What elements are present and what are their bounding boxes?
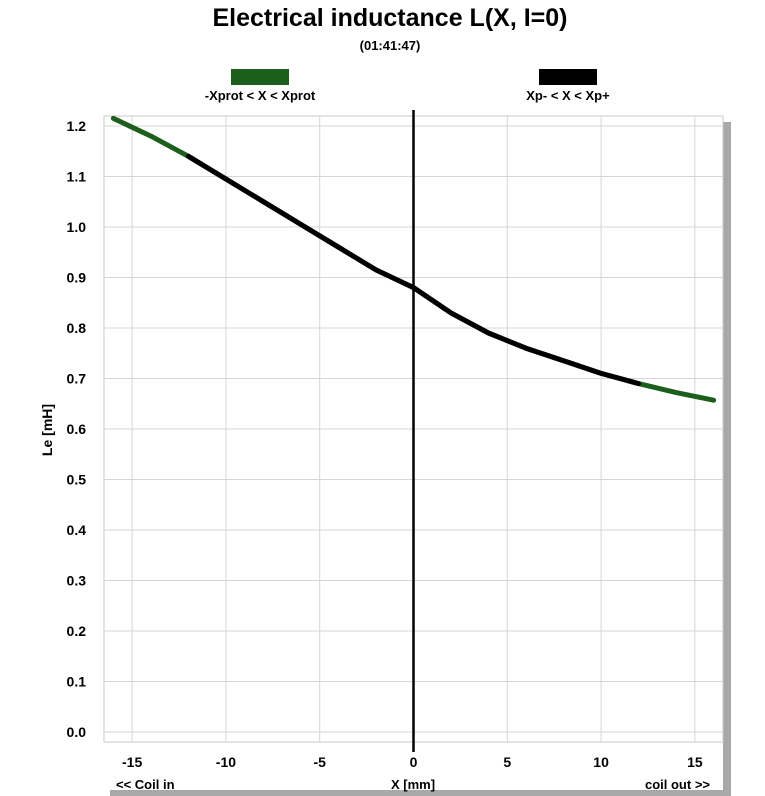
plot-shadow-bottom xyxy=(110,790,729,796)
x-tick-label: -5 xyxy=(313,754,326,770)
x-tick-label: -15 xyxy=(122,754,142,770)
y-tick-label: 0.5 xyxy=(67,472,87,488)
y-tick-labels: 0.0 0.1 0.2 0.3 0.4 0.5 0.6 0.7 0.8 0.9 1.0 1.1 1.2 xyxy=(67,118,87,740)
y-tick-label: 0.6 xyxy=(67,421,87,437)
chart-subtitle: (01:41:47) xyxy=(359,38,421,53)
x-tick-label: 10 xyxy=(593,754,609,770)
y-tick-label: 0.2 xyxy=(67,623,87,639)
plot-shadow-right xyxy=(723,122,731,796)
x-tick-labels: -15 -10 -5 0 5 10 15 xyxy=(122,754,703,770)
legend-item-xprot: -Xprot < X < Xprot xyxy=(170,69,350,103)
legend-swatch-xp xyxy=(539,69,597,85)
y-tick-label: 0.4 xyxy=(67,522,87,538)
y-tick-label: 0.0 xyxy=(67,724,87,740)
y-tick-label: 0.1 xyxy=(67,674,87,690)
x-axis-label: X [mm] xyxy=(391,777,435,792)
x-tick-label: -10 xyxy=(216,754,236,770)
x-tick-label: 0 xyxy=(410,754,418,770)
legend-item-xp: Xp- < X < Xp+ xyxy=(478,69,658,103)
x-left-note: << Coil in xyxy=(116,777,175,792)
y-tick-label: 0.9 xyxy=(67,270,87,286)
x-right-note: coil out >> xyxy=(645,777,710,792)
y-tick-label: 0.8 xyxy=(67,320,87,336)
legend-swatch-xprot xyxy=(231,69,289,85)
y-tick-label: 0.7 xyxy=(67,371,87,387)
y-tick-label: 1.1 xyxy=(67,169,87,185)
y-tick-label: 0.3 xyxy=(67,573,87,589)
x-tick-label: 15 xyxy=(687,754,703,770)
legend-label-xprot: -Xprot < X < Xprot xyxy=(204,88,316,103)
y-tick-label: 1.2 xyxy=(67,118,87,134)
y-tick-label: 1.0 xyxy=(67,219,87,235)
y-axis-label: Le [mH] xyxy=(39,404,55,456)
x-tick-label: 5 xyxy=(503,754,511,770)
legend-label-xp: Xp- < X < Xp+ xyxy=(526,88,610,103)
chart-title: Electrical inductance L(X, I=0) xyxy=(212,4,568,32)
